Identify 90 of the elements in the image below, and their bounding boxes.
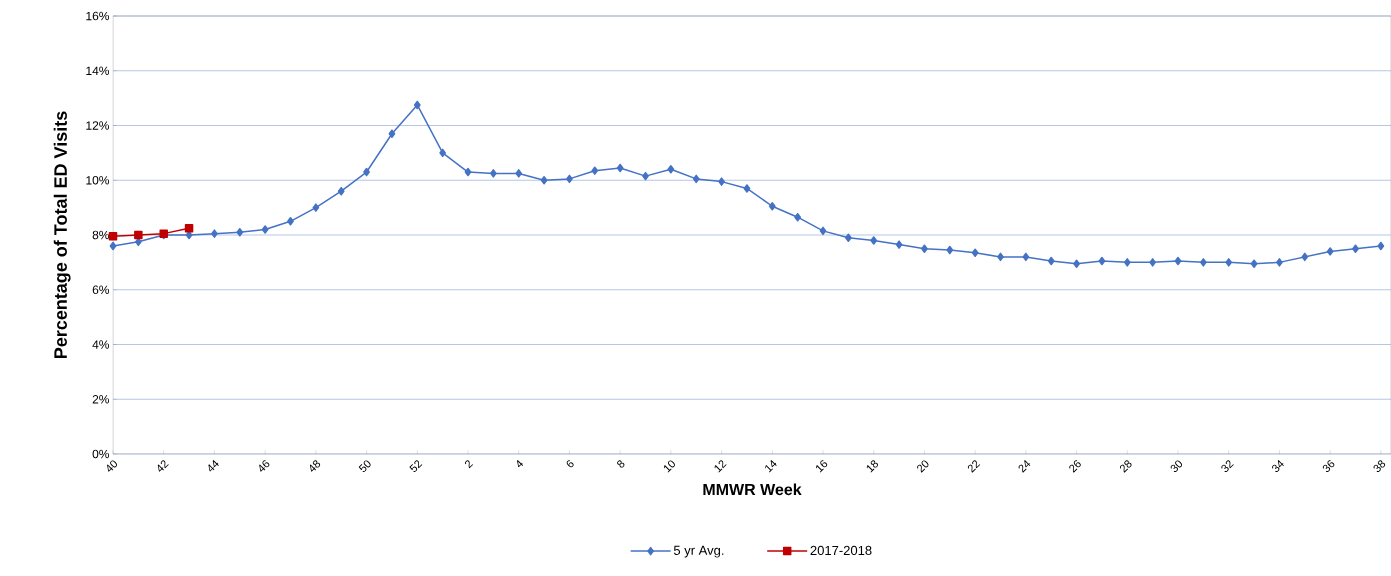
y-tick-label: 12% [86,121,110,130]
point [921,244,928,253]
x-tick-label: 42 [157,460,169,472]
point [667,165,675,174]
x-axis-title: MMWR Week [703,483,802,496]
x-tick-label: 8 [617,460,625,468]
y-tick-label: 0% [92,449,110,459]
point [566,174,573,184]
x-tick-label: 32 [1221,460,1234,472]
point [870,236,878,245]
x-tick-label: 2 [465,460,474,469]
point [287,217,294,226]
x-tick-label: 24 [1018,460,1031,473]
point [540,176,548,185]
point [388,129,396,138]
legend-label: 5 yr Avg. [673,545,724,558]
point [794,212,802,222]
y-axis-title: Percentage of Total ED Visits [53,111,71,358]
point [1073,259,1080,268]
y-tick-label: 2% [92,395,110,404]
point [439,148,447,158]
point [134,230,143,240]
point [515,169,523,178]
y-tick-label: 6% [92,285,110,294]
point [1326,247,1334,256]
point [819,226,827,236]
point [768,202,776,211]
point [1352,244,1359,253]
x-tick-label: 50 [358,460,371,472]
x-tick-label: 36 [1322,460,1335,472]
y-tick-label: 10% [86,176,110,185]
point [312,203,320,212]
x-tick-label: 26 [1069,460,1081,473]
point [211,229,218,238]
x-tick-label: 4 [517,459,524,468]
point [1250,259,1258,268]
point [1225,258,1233,267]
point [718,177,725,186]
point [1199,258,1207,267]
point [413,100,421,110]
x-tick-label: 40 [107,460,118,472]
x-tick-label: 48 [309,460,321,472]
x-tick-label: 10 [663,460,675,473]
y-tick-label: 16% [86,11,110,21]
x-tick-label: 22 [967,460,981,473]
x-tick-label: 28 [1119,460,1132,473]
point [1123,258,1131,267]
point [1149,258,1157,267]
point [337,186,345,196]
x-tick-label: 6 [566,460,574,468]
y-tick-label: 8% [92,230,110,240]
legend-label: 2017-2018 [810,545,872,555]
point [1098,256,1106,266]
point [997,252,1004,262]
x-tick-label: 44 [208,459,219,472]
x-tick-label: 38 [1373,460,1386,472]
point [236,228,244,237]
x-tick-label: 46 [259,460,270,472]
x-tick-label: 20 [917,460,929,473]
x-tick-label: 52 [409,460,423,472]
x-tick-label: 18 [866,460,878,473]
point [1301,252,1309,262]
x-tick-label: 16 [816,460,828,473]
point [946,245,954,255]
point [642,171,649,181]
point [971,248,979,258]
x-tick-label: 34 [1272,460,1284,472]
point [616,163,624,173]
point [109,241,117,251]
x-tick-label: 14 [765,459,777,473]
point [844,233,852,242]
x-tick-label: 12 [714,460,727,473]
y-tick-label: 14% [86,66,110,75]
point [1022,252,1030,262]
point [363,167,370,177]
x-tick-label: 30 [1170,460,1183,472]
point [1276,258,1283,267]
point [1174,256,1182,266]
y-tick-label: 4% [92,340,110,349]
point [261,225,269,234]
point [489,169,497,178]
point [591,166,599,175]
point [1047,256,1055,266]
point [895,240,903,249]
point [692,174,700,184]
point [108,232,118,241]
point [1377,241,1385,251]
point [743,184,751,193]
point [184,223,194,233]
point [464,167,472,177]
